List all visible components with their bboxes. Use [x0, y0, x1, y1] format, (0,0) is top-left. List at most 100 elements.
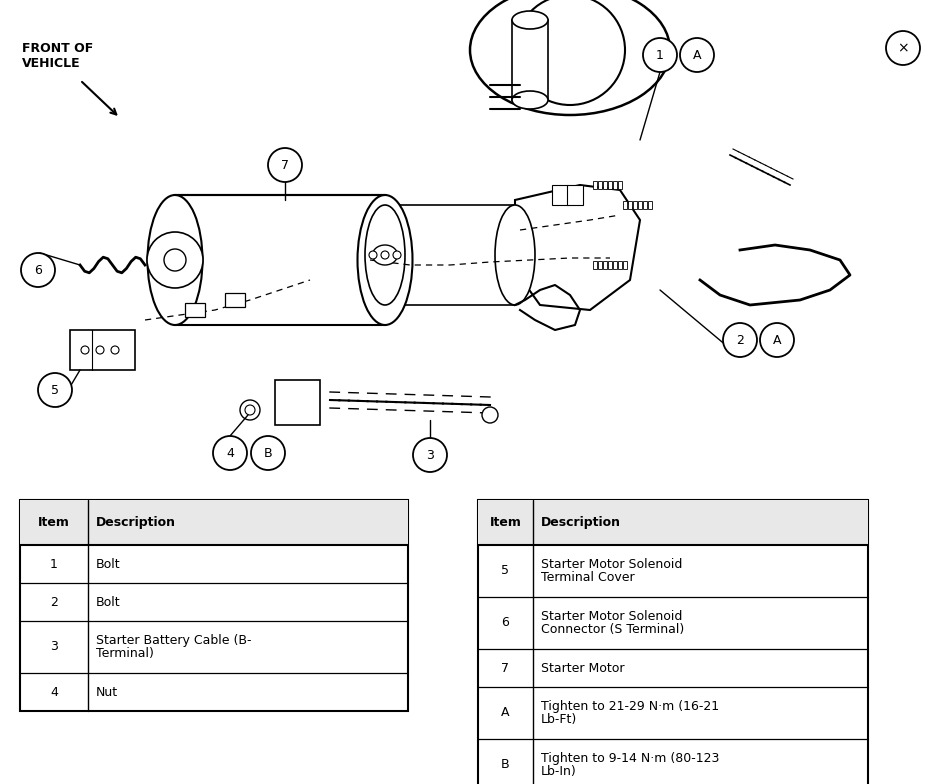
- Circle shape: [38, 373, 72, 407]
- Bar: [623, 261, 627, 269]
- Text: 7: 7: [502, 662, 509, 674]
- Ellipse shape: [148, 195, 202, 325]
- Text: 1: 1: [50, 557, 58, 571]
- Polygon shape: [515, 185, 640, 310]
- Text: 7: 7: [281, 158, 289, 172]
- Text: A: A: [773, 333, 781, 347]
- Bar: [593, 261, 597, 269]
- Circle shape: [245, 405, 255, 415]
- Ellipse shape: [365, 205, 405, 305]
- Circle shape: [81, 346, 89, 354]
- Bar: [613, 261, 617, 269]
- Text: Nut: Nut: [96, 685, 118, 699]
- Bar: [608, 261, 612, 269]
- Ellipse shape: [512, 11, 548, 29]
- Text: Item: Item: [490, 516, 522, 529]
- Text: 4: 4: [50, 685, 58, 699]
- Bar: [275, 380, 320, 425]
- Bar: [613, 181, 617, 189]
- Circle shape: [381, 251, 389, 259]
- Text: Starter Motor Solenoid: Starter Motor Solenoid: [541, 610, 682, 623]
- Bar: [643, 201, 647, 209]
- Text: A: A: [501, 706, 509, 720]
- Circle shape: [213, 436, 247, 470]
- Text: Starter Motor: Starter Motor: [541, 662, 624, 674]
- Text: 3: 3: [426, 448, 434, 462]
- Text: Starter Motor Solenoid: Starter Motor Solenoid: [541, 558, 682, 571]
- Circle shape: [680, 38, 714, 72]
- Bar: [638, 201, 642, 209]
- Text: FRONT OF
VEHICLE: FRONT OF VEHICLE: [22, 42, 93, 70]
- Ellipse shape: [372, 245, 398, 265]
- Bar: [648, 201, 652, 209]
- Circle shape: [413, 438, 447, 472]
- Text: 1: 1: [656, 49, 664, 61]
- Bar: [603, 261, 607, 269]
- Bar: [552, 185, 568, 205]
- Bar: [512, 20, 548, 100]
- Circle shape: [760, 323, 794, 357]
- Text: Bolt: Bolt: [96, 596, 120, 608]
- Bar: [20, 500, 408, 545]
- Circle shape: [251, 436, 285, 470]
- Bar: [175, 195, 385, 325]
- Ellipse shape: [470, 0, 670, 115]
- Bar: [185, 303, 205, 317]
- Circle shape: [393, 251, 401, 259]
- Ellipse shape: [164, 249, 186, 271]
- Text: 2: 2: [736, 333, 744, 347]
- Bar: [20, 500, 408, 711]
- Circle shape: [515, 0, 625, 105]
- Text: 6: 6: [502, 616, 509, 630]
- Circle shape: [240, 400, 260, 420]
- Circle shape: [21, 253, 55, 287]
- Text: 2: 2: [50, 596, 58, 608]
- Text: 5: 5: [51, 383, 59, 397]
- Bar: [593, 181, 597, 189]
- Text: 6: 6: [34, 263, 42, 277]
- Bar: [478, 500, 868, 784]
- Circle shape: [96, 346, 104, 354]
- Text: Terminal Cover: Terminal Cover: [541, 571, 634, 584]
- Bar: [608, 181, 612, 189]
- Text: Item: Item: [38, 516, 70, 529]
- Text: 5: 5: [502, 564, 509, 578]
- Bar: [618, 261, 622, 269]
- Text: Description: Description: [541, 516, 621, 529]
- Circle shape: [147, 232, 203, 288]
- Text: Lb-In): Lb-In): [541, 765, 577, 778]
- Text: B: B: [501, 758, 509, 771]
- Circle shape: [886, 31, 920, 65]
- Text: Connector (S Terminal): Connector (S Terminal): [541, 623, 684, 636]
- Bar: [623, 201, 627, 209]
- Text: Tighten to 21-29 N·m (16-21: Tighten to 21-29 N·m (16-21: [541, 700, 719, 713]
- Bar: [628, 201, 632, 209]
- Circle shape: [111, 346, 119, 354]
- Text: Description: Description: [96, 516, 176, 529]
- Bar: [478, 500, 868, 545]
- Circle shape: [723, 323, 757, 357]
- Bar: [598, 261, 602, 269]
- Text: Tighten to 9-14 N·m (80-123: Tighten to 9-14 N·m (80-123: [541, 752, 719, 765]
- Text: Starter Battery Cable (B-: Starter Battery Cable (B-: [96, 634, 252, 647]
- Bar: [70, 330, 135, 370]
- Text: 3: 3: [50, 641, 58, 654]
- Bar: [633, 201, 637, 209]
- Text: Lb-Ft): Lb-Ft): [541, 713, 577, 726]
- Text: Bolt: Bolt: [96, 557, 120, 571]
- Ellipse shape: [512, 91, 548, 109]
- Ellipse shape: [357, 195, 413, 325]
- Ellipse shape: [495, 205, 535, 305]
- Bar: [385, 205, 515, 305]
- Bar: [567, 185, 583, 205]
- Text: Terminal): Terminal): [96, 647, 154, 660]
- Bar: [598, 181, 602, 189]
- Circle shape: [369, 251, 377, 259]
- Text: 4: 4: [226, 447, 234, 459]
- Circle shape: [482, 407, 498, 423]
- Bar: [603, 181, 607, 189]
- Bar: [225, 293, 245, 307]
- Circle shape: [268, 148, 302, 182]
- Text: B: B: [264, 447, 273, 459]
- Text: ×: ×: [897, 41, 909, 55]
